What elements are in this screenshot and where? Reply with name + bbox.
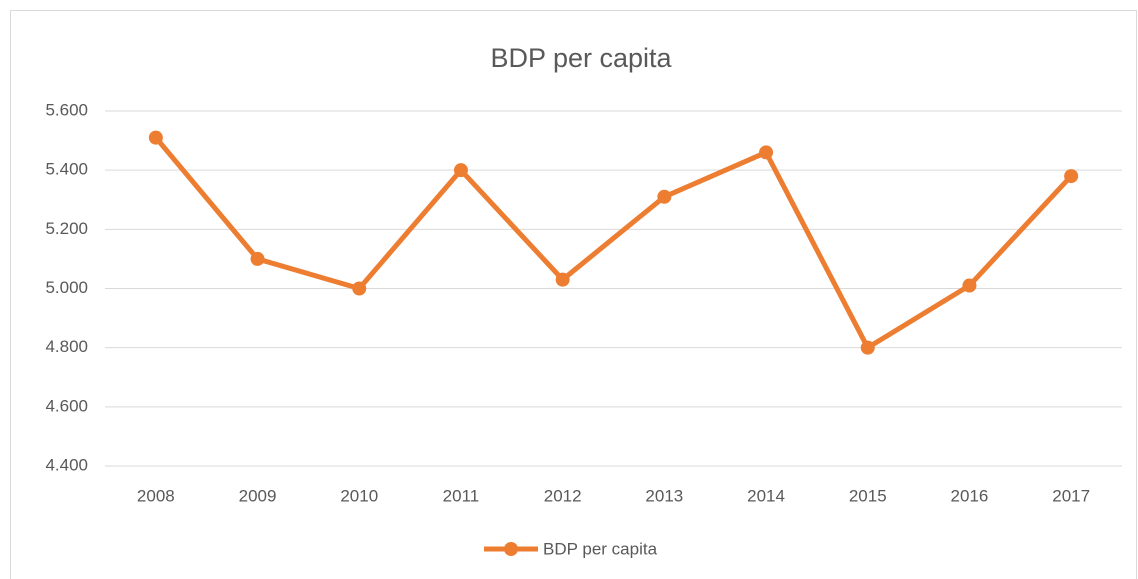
marker <box>1064 169 1079 184</box>
legend-label: BDP per capita <box>543 539 658 558</box>
y-tick-label: 5.000 <box>45 278 88 297</box>
chart-title: BDP per capita <box>490 43 672 73</box>
x-tick-label: 2014 <box>747 486 785 505</box>
x-tick-label: 2008 <box>137 486 175 505</box>
x-tick-label: 2013 <box>645 486 683 505</box>
marker <box>250 251 265 266</box>
y-tick-label: 4.800 <box>45 337 88 356</box>
x-tick-label: 2009 <box>239 486 277 505</box>
marker <box>555 272 570 287</box>
marker <box>352 281 367 296</box>
y-tick-label: 5.400 <box>45 160 88 179</box>
marker <box>962 278 977 293</box>
x-tick-label: 2012 <box>544 486 582 505</box>
y-tick-label: 4.600 <box>45 396 88 415</box>
marker <box>759 145 774 160</box>
chart-border <box>10 10 1137 579</box>
marker <box>453 163 468 178</box>
y-tick-label: 5.600 <box>45 100 88 119</box>
y-tick-label: 4.400 <box>45 455 88 474</box>
marker <box>148 130 163 145</box>
x-tick-label: 2011 <box>443 486 480 505</box>
legend-marker <box>504 542 518 556</box>
x-tick-label: 2017 <box>1052 486 1090 505</box>
marker <box>860 340 875 355</box>
series-line <box>153 136 1073 351</box>
x-tick-label: 2016 <box>951 486 989 505</box>
marker <box>657 189 672 204</box>
x-tick-label: 2015 <box>849 486 887 505</box>
x-tick-label: 2010 <box>340 486 378 505</box>
y-tick-label: 5.200 <box>45 219 88 238</box>
